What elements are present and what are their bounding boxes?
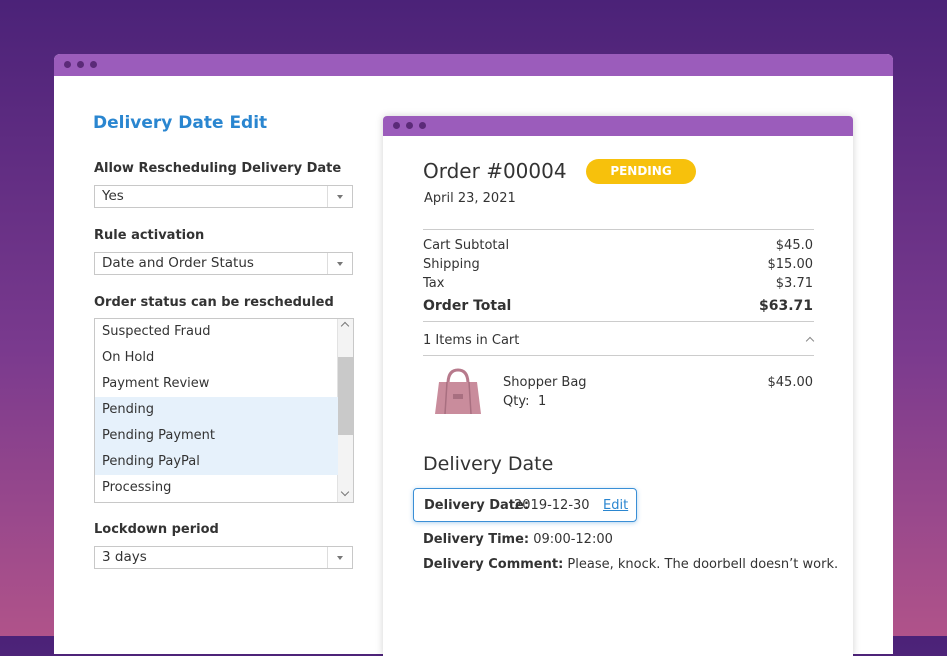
select-arrow <box>327 186 352 207</box>
select-value: Date and Order Status <box>102 255 254 271</box>
screen: Delivery Date Edit Allow Rescheduling De… <box>0 0 947 636</box>
select-value: 3 days <box>102 549 147 565</box>
option-label: Payment Review <box>102 376 210 391</box>
total-amount: $15.00 <box>767 257 814 272</box>
select-value: Yes <box>102 188 124 204</box>
edit-link[interactable]: Edit <box>603 498 629 513</box>
list-option[interactable]: Pending Payment <box>95 423 338 449</box>
list-option[interactable]: Pending PayPal <box>95 449 338 475</box>
delivery-time-row: Delivery Time: 09:00-12:00 <box>423 532 613 547</box>
dot <box>406 122 413 129</box>
status-badge: PENDING <box>586 159 696 184</box>
divider <box>423 229 814 230</box>
divider <box>423 321 814 322</box>
scroll-down[interactable] <box>340 487 350 497</box>
select[interactable]: Yes <box>94 185 353 208</box>
total-label: Order Total <box>423 298 512 314</box>
list-option[interactable]: On Hold <box>95 345 338 371</box>
order-number: Order #00004 <box>423 159 567 183</box>
list-option[interactable]: Suspected Fraud <box>95 319 338 345</box>
total-amount: $45.0 <box>775 238 813 253</box>
field-label: Rule activation <box>94 228 205 243</box>
scroll-thumb[interactable] <box>338 357 353 435</box>
settings-title: Delivery Date Edit <box>93 113 268 133</box>
dot <box>77 61 84 68</box>
select-arrow <box>327 547 352 568</box>
item-qty-label: Qty: <box>503 394 530 409</box>
option-label: Pending <box>102 402 154 417</box>
order-date: April 23, 2021 <box>424 191 516 206</box>
total-amount: $3.71 <box>775 276 813 291</box>
total-amount: $63.71 <box>758 298 813 314</box>
select[interactable]: 3 days <box>94 546 353 569</box>
delivery-time: 09:00-12:00 <box>533 532 613 547</box>
total-label: Tax <box>423 276 445 291</box>
field-label: Order status can be rescheduled <box>94 295 334 310</box>
total-label: Shipping <box>423 257 480 272</box>
delivery-comment-row: Delivery Comment: Please, knock. The doo… <box>423 557 838 572</box>
page: {"settings": {"title": "Delivery Date Ed… <box>0 0 947 636</box>
item-name: Shopper Bag <box>503 375 587 390</box>
dot <box>90 61 97 68</box>
total-label: Cart Subtotal <box>423 238 510 253</box>
divider <box>423 355 814 356</box>
dot <box>393 122 400 129</box>
option-label: Pending PayPal <box>102 454 200 469</box>
delivery-comment-label: Delivery Comment: <box>423 557 564 572</box>
title-bar <box>54 54 893 76</box>
item-qty: 1 <box>538 394 547 409</box>
item-price: $45.00 <box>767 375 814 390</box>
delivery-time-label: Delivery Time: <box>423 532 530 547</box>
order-card: Order #00004 PENDING April 23, 2021 1 It… <box>383 116 853 656</box>
scroll-up[interactable] <box>340 321 350 331</box>
scrollbar[interactable] <box>337 319 353 502</box>
field-label: Allow Rescheduling Delivery Date <box>94 161 342 176</box>
list-option[interactable]: Processing <box>95 475 338 501</box>
delivery-heading: Delivery Date <box>423 453 554 475</box>
dot <box>64 61 71 68</box>
option-label: Pending Payment <box>102 428 216 443</box>
option-label: Processing <box>102 480 172 495</box>
cart-count: 1 Items in Cart <box>423 333 520 348</box>
option-label: On Hold <box>102 350 155 365</box>
dot <box>419 122 426 129</box>
collapse-icon[interactable] <box>805 336 815 346</box>
product-image <box>435 368 481 415</box>
delivery-date: 2019-12-30 <box>514 498 590 513</box>
field-label: Lockdown period <box>94 522 219 537</box>
select[interactable]: Date and Order Status <box>94 252 353 275</box>
list-option[interactable]: Payment Review <box>95 371 338 397</box>
delivery-comment: Please, knock. The doorbell doesn’t work… <box>567 557 839 572</box>
delivery-date-label: Delivery Date: <box>424 498 530 513</box>
list-option[interactable]: Pending <box>95 397 338 423</box>
title-bar <box>383 116 853 136</box>
delivery-date-box: Delivery Date: 2019-12-30 Edit <box>413 488 637 522</box>
option-label: Suspected Fraud <box>102 324 211 339</box>
listbox[interactable]: Suspected Fraud On Hold Payment Review Pend… <box>94 318 354 503</box>
select-arrow <box>327 253 352 274</box>
